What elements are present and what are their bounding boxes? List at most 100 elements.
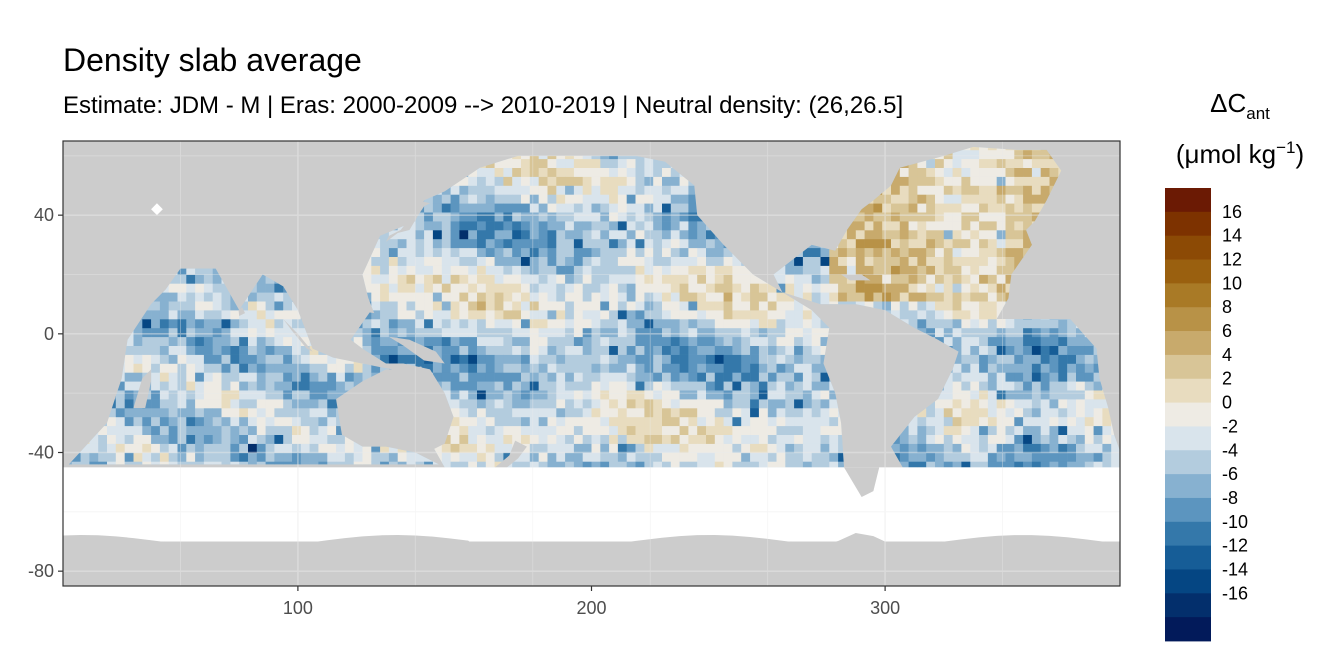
heatmap-cell — [600, 327, 610, 338]
heatmap-cell — [485, 345, 495, 355]
heatmap-cell — [344, 452, 354, 462]
heatmap-cell — [635, 372, 645, 382]
heatmap-cell — [565, 167, 575, 177]
heatmap-cell — [477, 256, 487, 266]
heatmap-cell — [970, 265, 980, 275]
heatmap-cell — [151, 301, 161, 311]
heatmap-cell — [952, 310, 962, 320]
heatmap-cell — [1102, 408, 1112, 418]
heatmap-cell — [838, 265, 848, 275]
heatmap-cell — [723, 390, 733, 400]
heatmap-cell — [662, 319, 672, 329]
heatmap-cell — [283, 408, 293, 418]
heatmap-cell — [556, 416, 566, 427]
heatmap-cell — [239, 434, 249, 444]
heatmap-cell — [256, 292, 266, 302]
heatmap-cell — [609, 212, 619, 222]
y-tick-label: 40 — [34, 205, 54, 225]
heatmap-cell — [943, 256, 953, 266]
heatmap-cell — [926, 203, 936, 213]
heatmap-cell — [432, 443, 442, 453]
heatmap-cell — [1014, 461, 1024, 468]
heatmap-cell — [565, 416, 575, 427]
heatmap-cell — [952, 149, 962, 160]
heatmap-cell — [1005, 381, 1015, 391]
heatmap-cell — [723, 247, 733, 257]
heatmap-cell — [899, 167, 909, 177]
heatmap-cell — [336, 452, 346, 462]
heatmap-cell — [723, 452, 733, 462]
heatmap-cell — [494, 283, 504, 293]
heatmap-cell — [891, 265, 901, 275]
heatmap-cell — [168, 461, 178, 468]
heatmap-cell — [961, 416, 971, 427]
heatmap-cell — [714, 319, 724, 329]
heatmap-cell — [1031, 345, 1041, 355]
heatmap-cell — [697, 434, 707, 444]
heatmap-cell — [415, 292, 425, 302]
heatmap-cell — [521, 408, 531, 418]
heatmap-cell — [159, 345, 169, 355]
heatmap-cell — [917, 167, 927, 177]
heatmap-cell — [283, 354, 293, 364]
heatmap-cell — [512, 256, 522, 266]
heatmap-cell — [653, 336, 663, 346]
heatmap-cell — [362, 274, 372, 284]
heatmap-cell — [943, 149, 953, 160]
heatmap-cell — [979, 434, 989, 444]
heatmap-cell — [485, 194, 495, 204]
heatmap-cell — [80, 452, 90, 462]
heatmap-cell — [706, 345, 716, 355]
heatmap-cell — [459, 354, 469, 364]
heatmap-cell — [811, 452, 821, 462]
heatmap-cell — [653, 310, 663, 320]
heatmap-cell — [688, 212, 698, 222]
heatmap-cell — [644, 283, 654, 293]
heatmap-cell — [1040, 158, 1050, 168]
heatmap-cell — [1120, 319, 1129, 328]
heatmap-cell — [1058, 327, 1068, 338]
heatmap-cell — [987, 149, 997, 160]
heatmap-cell — [688, 238, 698, 249]
heatmap-cell — [714, 247, 724, 257]
heatmap-cell — [89, 461, 99, 468]
heatmap-cell — [468, 372, 478, 382]
heatmap-cell — [397, 230, 407, 240]
heatmap-cell — [556, 434, 566, 444]
heatmap-cell — [485, 425, 495, 435]
heatmap-cell — [1023, 158, 1033, 168]
heatmap-cell — [899, 247, 909, 257]
heatmap-cell — [203, 416, 213, 427]
heatmap-cell — [635, 310, 645, 320]
heatmap-cell — [626, 292, 636, 302]
heatmap-cell — [441, 327, 451, 338]
heatmap-cell — [996, 221, 1006, 231]
heatmap-cell — [644, 212, 654, 222]
heatmap-cell — [908, 256, 918, 266]
heatmap-cell — [177, 336, 187, 346]
heatmap-cell — [987, 461, 997, 468]
heatmap-cell — [679, 345, 689, 355]
heatmap-cell — [617, 425, 627, 435]
heatmap-cell — [882, 265, 892, 275]
heatmap-cell — [468, 310, 478, 320]
heatmap-cell — [935, 247, 945, 257]
heatmap-cell — [626, 283, 636, 293]
heatmap-cell — [979, 319, 989, 329]
heatmap-cell — [758, 443, 768, 453]
heatmap-cell — [741, 301, 751, 311]
heatmap-cell — [98, 434, 108, 444]
heatmap-cell — [750, 381, 760, 391]
heatmap-cell — [503, 283, 513, 293]
heatmap-cell — [477, 292, 487, 302]
heatmap-cell — [662, 399, 672, 409]
heatmap-cell — [450, 354, 460, 364]
heatmap-cell — [750, 310, 760, 320]
heatmap-cell — [617, 203, 627, 213]
heatmap-cell — [441, 265, 451, 275]
heatmap-cell — [1084, 452, 1094, 462]
heatmap-cell — [380, 230, 390, 240]
heatmap-cell — [494, 274, 504, 284]
heatmap-cell — [802, 354, 812, 364]
heatmap-cell — [1049, 434, 1059, 444]
